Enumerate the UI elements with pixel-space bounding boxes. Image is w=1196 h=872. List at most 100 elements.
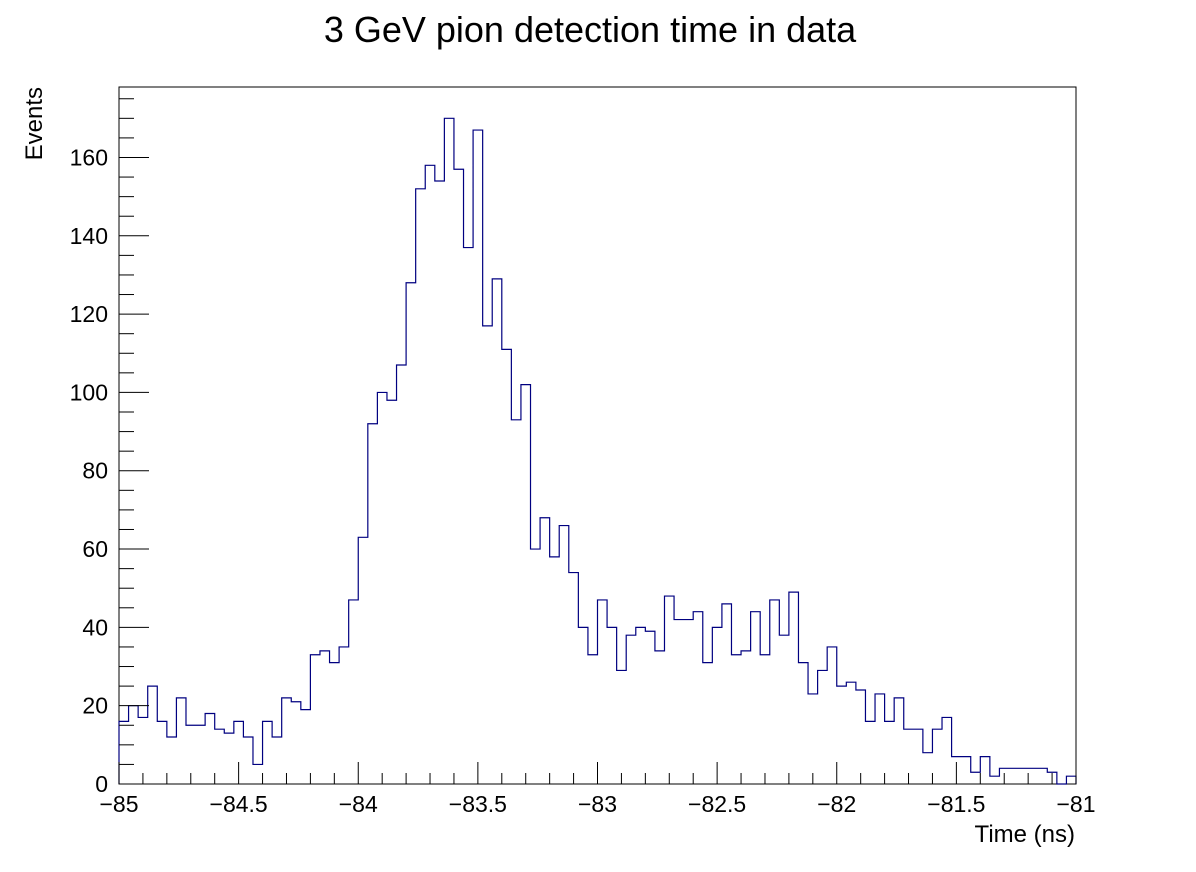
y-tick-label: 80 — [82, 458, 108, 484]
histogram-bin — [282, 698, 292, 784]
y-tick-label: 160 — [70, 144, 108, 170]
histogram-bin — [703, 663, 713, 784]
histogram-bin — [301, 710, 311, 784]
histogram-bin — [885, 721, 895, 784]
histogram-bin — [550, 557, 560, 784]
histogram-bin — [875, 694, 885, 784]
histogram-bin — [511, 420, 521, 784]
histogram-bin — [368, 424, 378, 784]
histogram-bin — [818, 670, 828, 784]
histogram-bin — [932, 729, 942, 784]
histogram-bin — [626, 635, 636, 784]
y-tick-label: 140 — [70, 223, 108, 249]
histogram-bin — [693, 612, 703, 784]
histogram-bin — [521, 385, 531, 784]
histogram-bin — [827, 647, 837, 784]
histogram-bin — [559, 526, 569, 784]
histogram-bin — [387, 400, 397, 784]
histogram-bin — [176, 698, 186, 784]
histogram-bin — [272, 737, 282, 784]
y-axis: 0 20 40 60 80 100 120 140 160 — [70, 98, 149, 797]
histogram-outline — [118, 117, 1077, 785]
histogram-bin — [148, 686, 158, 784]
histogram-bin — [416, 189, 426, 784]
histogram-bin — [1066, 776, 1076, 784]
histogram-bin — [645, 631, 655, 784]
y-tick-label: 40 — [82, 614, 108, 640]
histogram-bin — [119, 721, 129, 784]
histogram-bin — [540, 518, 550, 784]
histogram-bars — [119, 118, 1076, 784]
histogram-bin — [167, 737, 177, 784]
histogram-bin — [674, 620, 684, 784]
y-tick-label: 20 — [82, 693, 108, 719]
histogram-bin — [397, 365, 407, 784]
histogram-bin — [731, 655, 741, 784]
histogram-bin — [961, 757, 971, 784]
histogram-bin — [291, 702, 301, 784]
histogram-bin — [598, 600, 608, 784]
chart-title: 3 GeV pion detection time in data — [324, 9, 857, 50]
histogram-bin — [942, 717, 952, 784]
histogram-bin — [856, 690, 866, 784]
histogram-bin — [492, 279, 502, 784]
histogram-bin — [253, 764, 263, 784]
histogram-bin — [617, 670, 627, 784]
histogram-bin — [196, 725, 206, 784]
y-axis-label: Events — [21, 87, 48, 160]
y-tick-label: 100 — [70, 379, 108, 405]
x-tick-label: −85 — [99, 791, 138, 817]
histogram-bin — [1019, 768, 1029, 784]
histogram-bin — [1009, 768, 1019, 784]
histogram-bin — [578, 627, 588, 784]
histogram-bin — [808, 694, 818, 784]
x-tick-label: −81 — [1056, 791, 1095, 817]
histogram-bin — [224, 733, 234, 784]
histogram-bin — [358, 537, 368, 784]
histogram-bin — [1038, 768, 1048, 784]
histogram-bin — [990, 776, 1000, 784]
histogram-bin — [588, 655, 598, 784]
histogram-bin — [712, 627, 722, 784]
histogram-bin — [971, 772, 981, 784]
y-tick-label: 0 — [95, 771, 108, 797]
y-tick-label: 120 — [70, 301, 108, 327]
histogram-bin — [569, 573, 579, 784]
x-axis: −85 −84.5 −84 −83.5 −83 −82.5 −82 −81.5 −81 — [99, 762, 1096, 817]
histogram-bin — [330, 663, 340, 784]
histogram-bin — [157, 721, 167, 784]
histogram-bin — [865, 721, 875, 784]
histogram-bin — [913, 729, 923, 784]
histogram-bin — [215, 729, 225, 784]
histogram-bin — [684, 620, 694, 784]
x-tick-label: −84 — [339, 791, 378, 817]
histogram-bin — [722, 604, 732, 784]
histogram-bin — [789, 592, 799, 784]
histogram-bin — [607, 627, 617, 784]
histogram-bin — [760, 655, 770, 784]
histogram-bin — [798, 663, 808, 784]
histogram-bin — [751, 612, 761, 784]
y-tick-label: 60 — [82, 536, 108, 562]
histogram-bin — [741, 651, 751, 784]
histogram-bin — [502, 349, 512, 784]
histogram-bin — [349, 600, 359, 784]
histogram-bin — [243, 737, 253, 784]
histogram-bin — [464, 248, 474, 784]
x-tick-label: −81.5 — [927, 791, 985, 817]
histogram-bin — [980, 757, 990, 784]
histogram-bin — [779, 635, 789, 784]
histogram-bin — [837, 686, 847, 784]
histogram-bin — [636, 627, 646, 784]
histogram-bin — [377, 392, 387, 784]
x-tick-label: −82 — [817, 791, 856, 817]
histogram-bin — [846, 682, 856, 784]
histogram-bin — [454, 169, 464, 784]
x-tick-label: −83 — [578, 791, 617, 817]
histogram-bin — [655, 651, 665, 784]
histogram-bin — [1028, 768, 1038, 784]
x-tick-label: −84.5 — [210, 791, 268, 817]
histogram-bin — [205, 714, 215, 784]
histogram-bin — [531, 549, 541, 784]
x-tick-label: −83.5 — [449, 791, 507, 817]
